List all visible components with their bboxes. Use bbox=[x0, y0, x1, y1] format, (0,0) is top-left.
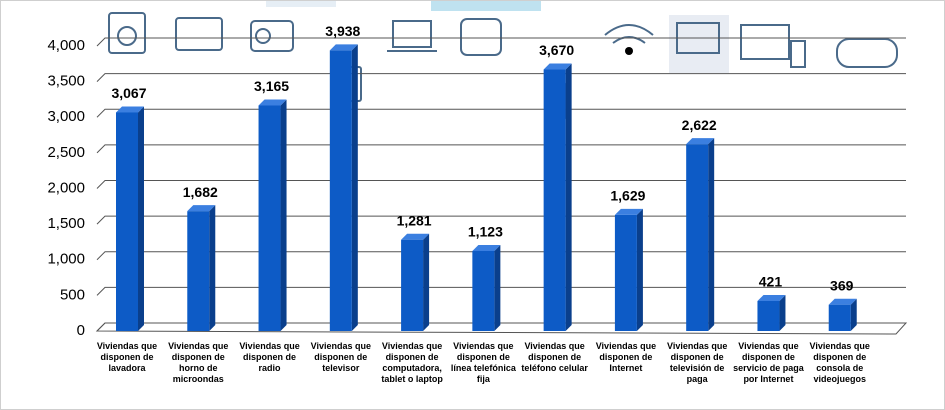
x-tick-label: Viviendas que disponen de radio bbox=[239, 341, 300, 373]
bar-side bbox=[565, 63, 572, 331]
bar-top bbox=[757, 295, 786, 302]
y-tick-label: 500 bbox=[60, 286, 85, 303]
bar-side bbox=[636, 208, 643, 331]
x-tick-label: Viviendas que disponen de televisión de … bbox=[666, 341, 728, 384]
data-label: 3,067 bbox=[111, 85, 146, 101]
x-tick-label: Viviendas que disponen de teléfono celul… bbox=[521, 341, 588, 373]
bar-top bbox=[614, 208, 643, 215]
data-label: 3,165 bbox=[254, 78, 289, 94]
bar bbox=[686, 144, 709, 331]
data-label: 369 bbox=[830, 277, 854, 293]
bar bbox=[757, 301, 780, 331]
bar-top bbox=[828, 298, 857, 305]
bar bbox=[329, 50, 352, 331]
bar-side bbox=[423, 233, 430, 331]
deco bbox=[431, 1, 541, 11]
data-label: 421 bbox=[759, 274, 783, 290]
y-tick-label: 2,000 bbox=[47, 179, 85, 196]
bar-side bbox=[708, 138, 715, 331]
grid-line bbox=[96, 251, 906, 261]
bar-side bbox=[779, 295, 786, 331]
bar bbox=[614, 214, 637, 331]
data-label: 1,629 bbox=[610, 188, 645, 204]
deco bbox=[266, 1, 336, 7]
data-label: 1,281 bbox=[397, 212, 432, 228]
bar bbox=[258, 105, 281, 332]
bar-side bbox=[209, 205, 216, 331]
bar-side bbox=[351, 44, 358, 331]
y-tick-label: 3,000 bbox=[47, 108, 85, 125]
data-label: 3,938 bbox=[325, 23, 360, 39]
grid-line bbox=[96, 286, 906, 296]
x-tick-label: Viviendas que disponen de servicio de pa… bbox=[733, 341, 804, 384]
y-tick-label: 4,000 bbox=[47, 37, 85, 54]
bar-side bbox=[280, 99, 287, 332]
grid-line bbox=[96, 73, 906, 82]
x-tick-label: Viviendas que disponen de lavadora bbox=[96, 341, 158, 373]
bar-top bbox=[686, 138, 715, 145]
y-tick-label: 3,500 bbox=[47, 73, 85, 90]
y-tick-label: 2,500 bbox=[47, 144, 85, 161]
bar bbox=[543, 69, 566, 331]
bar bbox=[828, 304, 851, 331]
grid-line bbox=[96, 144, 906, 154]
data-label: 3,670 bbox=[539, 42, 574, 58]
floor bbox=[95, 322, 908, 335]
y-tick-label: 0 bbox=[77, 322, 85, 339]
grid-line bbox=[96, 180, 906, 189]
bar-side bbox=[850, 298, 857, 331]
bar-top bbox=[329, 44, 358, 51]
x-tick-label: Viviendas que disponen de Internet bbox=[595, 341, 657, 373]
bar bbox=[116, 112, 138, 331]
x-tick-label: Viviendas que disponen de televisor bbox=[310, 341, 371, 373]
bar-top bbox=[187, 205, 216, 212]
bar-side bbox=[494, 244, 501, 331]
x-tick-label: Viviendas que disponen de computadora, t… bbox=[381, 341, 443, 384]
bar-top bbox=[258, 99, 287, 106]
bar bbox=[401, 239, 424, 331]
data-label: 2,622 bbox=[682, 117, 717, 133]
x-tick-label: Viviendas que disponen de consola de vid… bbox=[809, 341, 870, 384]
icons bbox=[108, 12, 898, 120]
data-label: 1,682 bbox=[183, 184, 218, 200]
bar bbox=[472, 250, 495, 331]
x-tick-label: Viviendas que disponen de horno de micro… bbox=[168, 341, 229, 384]
bar-top bbox=[472, 244, 501, 251]
bar bbox=[187, 211, 210, 331]
bar-top bbox=[401, 233, 430, 240]
grid-line bbox=[96, 108, 906, 118]
data-label: 1,123 bbox=[468, 224, 503, 240]
grid-line bbox=[96, 37, 906, 47]
x-tick-label: Viviendas que disponen de línea telefóni… bbox=[450, 341, 516, 384]
bar-top bbox=[543, 63, 572, 70]
y-tick-label: 1,500 bbox=[47, 215, 85, 232]
y-tick-label: 1,000 bbox=[47, 251, 85, 268]
bar-top bbox=[116, 106, 144, 113]
bar-side bbox=[138, 106, 144, 331]
